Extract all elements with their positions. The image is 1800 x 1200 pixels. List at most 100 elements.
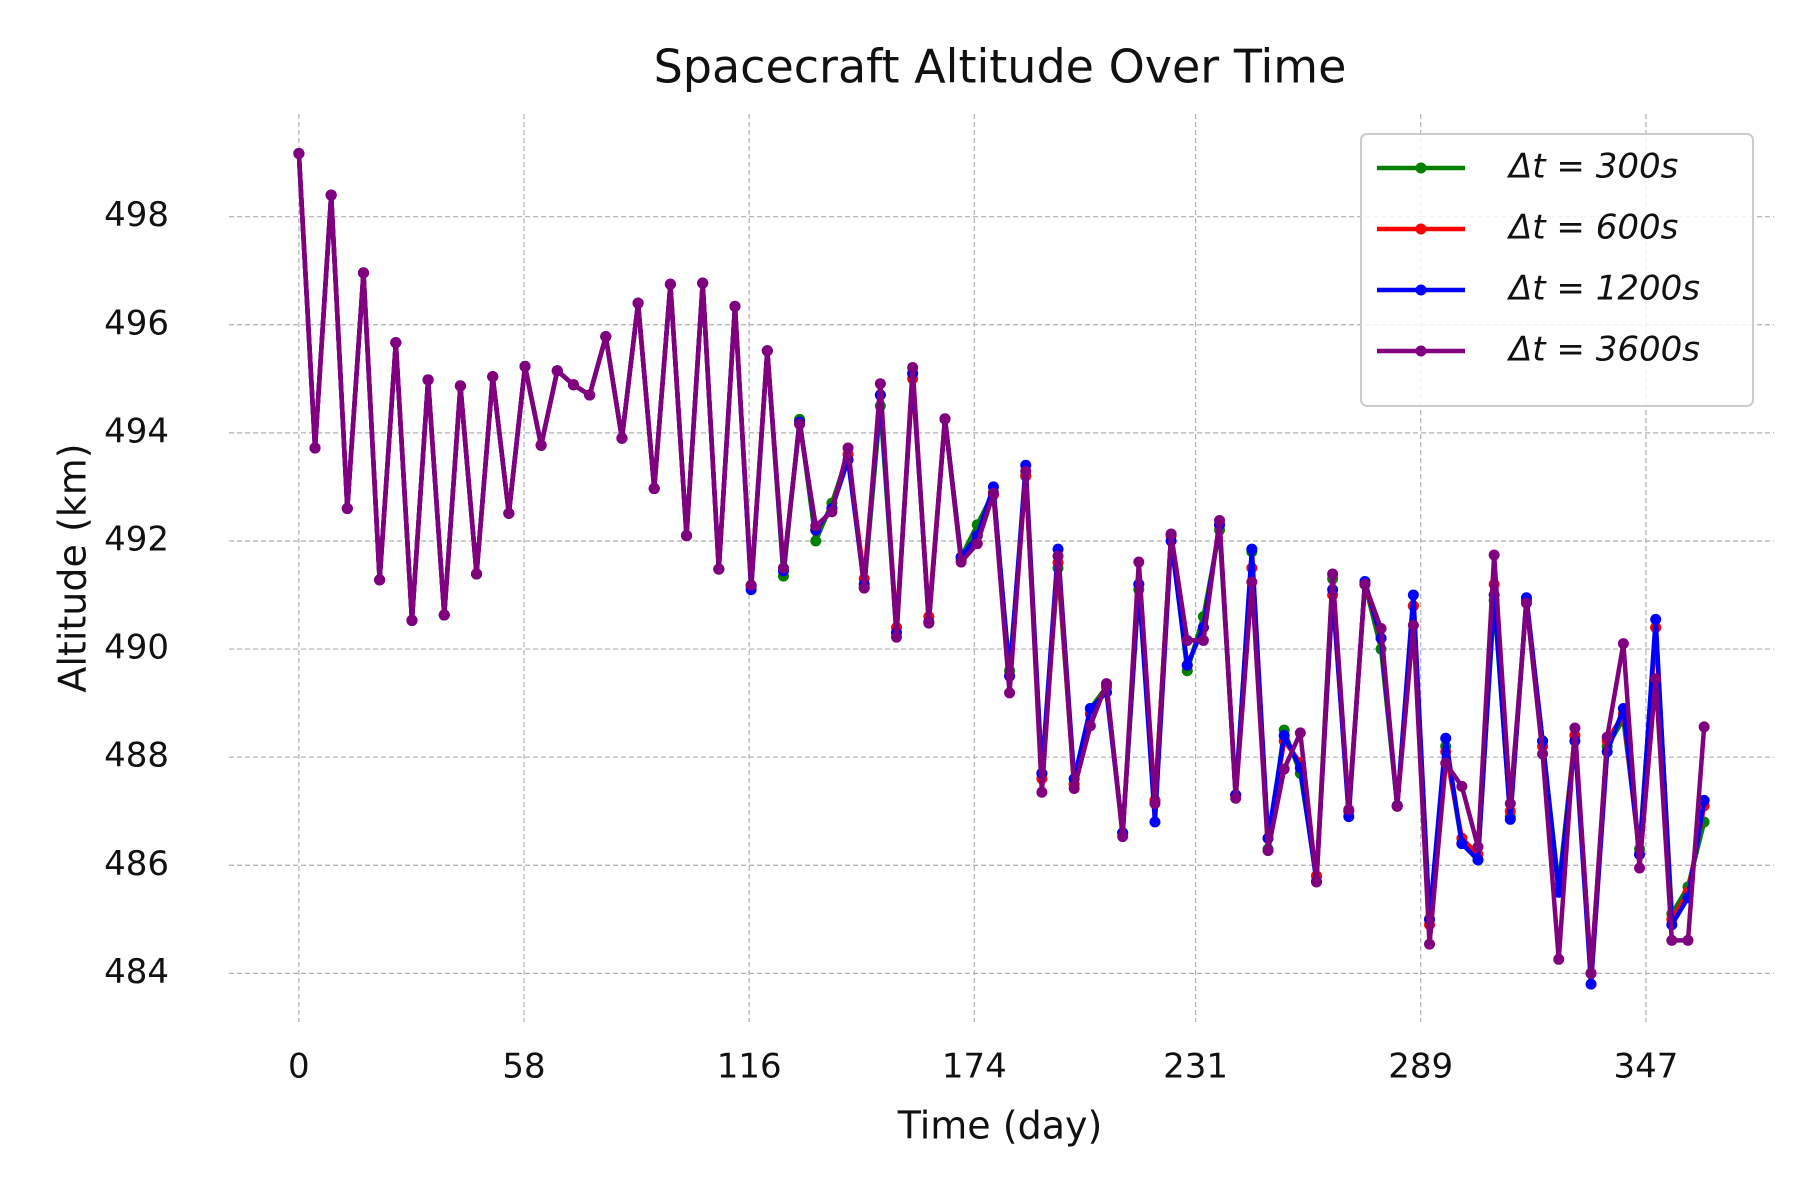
data-point [1149,798,1161,810]
data-point [1634,862,1646,874]
data-point [1036,786,1048,798]
legend-marker [1415,345,1427,357]
data-point [1456,780,1468,792]
data-point [584,389,596,401]
data-point [713,563,725,575]
data-point [471,568,483,580]
data-point [1553,953,1565,965]
data-point [1391,800,1403,812]
legend-marker [1415,162,1427,174]
data-point [907,361,919,373]
data-point [1407,619,1419,631]
data-point [390,337,402,349]
data-point [664,278,676,290]
legend-label: Δt = 1200s [1506,269,1700,309]
data-point [1585,978,1597,990]
x-tick-label: 0 [288,1047,310,1087]
data-point [1520,597,1532,609]
data-point [1666,934,1678,946]
legend-marker [1415,284,1427,296]
legend-box [1360,133,1754,407]
data-point [1197,634,1209,646]
x-tick-label: 231 [1163,1047,1228,1087]
y-tick-label: 490 [104,628,169,668]
data-point [1601,731,1613,743]
data-point [1504,813,1516,825]
data-point [987,487,999,499]
data-point [293,147,305,159]
x-tick-label: 289 [1388,1047,1453,1087]
data-point [1230,792,1242,804]
data-point [745,579,757,591]
data-point [697,277,709,289]
data-point [826,506,838,518]
data-point [519,360,531,372]
data-point [1359,578,1371,590]
data-point [1472,854,1484,866]
legend-marker [1415,223,1427,235]
data-point [729,300,741,312]
data-point [890,631,902,643]
data-point [1165,528,1177,540]
legend-label: Δt = 3600s [1506,330,1700,370]
data-point [1440,732,1452,744]
legend: Δt = 300s Δt = 600s Δt = 1200s Δt = 3600s [1360,133,1754,407]
data-point [794,418,806,430]
data-point [309,442,321,454]
data-point [1133,556,1145,568]
x-tick-label: 116 [717,1047,782,1087]
data-point [842,442,854,454]
data-point [567,379,579,391]
x-tick-label: 347 [1613,1047,1678,1087]
data-point [681,530,693,542]
data-point [955,556,967,568]
data-point [1504,798,1516,810]
grid [229,114,1774,1022]
data-point [535,439,547,451]
data-point [1407,589,1419,601]
x-tick-label: 58 [502,1047,545,1087]
data-point [858,582,870,594]
y-tick-label: 488 [104,736,169,776]
data-point [1327,568,1339,580]
data-point [1488,549,1500,561]
y-tick-label: 496 [104,303,169,343]
data-point [1310,876,1322,888]
data-point [1440,757,1452,769]
data-point [810,520,822,532]
plot-area [293,147,1710,990]
data-point [810,535,822,547]
data-point [1343,804,1355,816]
data-point [1262,845,1274,857]
data-point [1617,638,1629,650]
data-point [874,378,886,390]
data-point [1698,721,1710,733]
data-point [971,538,983,550]
y-axis-label: Altitude (km) [51,443,95,692]
data-point [1375,623,1387,635]
legend-label: Δt = 300s [1506,147,1678,187]
data-point [1052,550,1064,562]
data-point [1004,687,1016,699]
data-point [438,609,450,621]
data-point [1117,831,1129,843]
data-point [1585,967,1597,979]
series-line [296,153,1707,976]
x-tick-label: 174 [942,1047,1007,1087]
legend-label: Δt = 600s [1506,208,1678,248]
data-point [777,562,789,574]
data-point [923,617,935,629]
data-point [632,297,644,309]
y-tick-label: 494 [104,411,169,451]
data-point [1650,613,1662,625]
data-point [1084,703,1096,715]
data-point [1456,838,1468,850]
data-point [487,371,499,383]
data-point [1101,678,1113,690]
data-point [600,331,612,343]
chart-title: Spacecraft Altitude Over Time [654,40,1347,94]
y-tick-label: 498 [104,195,169,235]
data-point [422,374,434,386]
data-point [454,380,466,392]
data-point [939,413,951,425]
